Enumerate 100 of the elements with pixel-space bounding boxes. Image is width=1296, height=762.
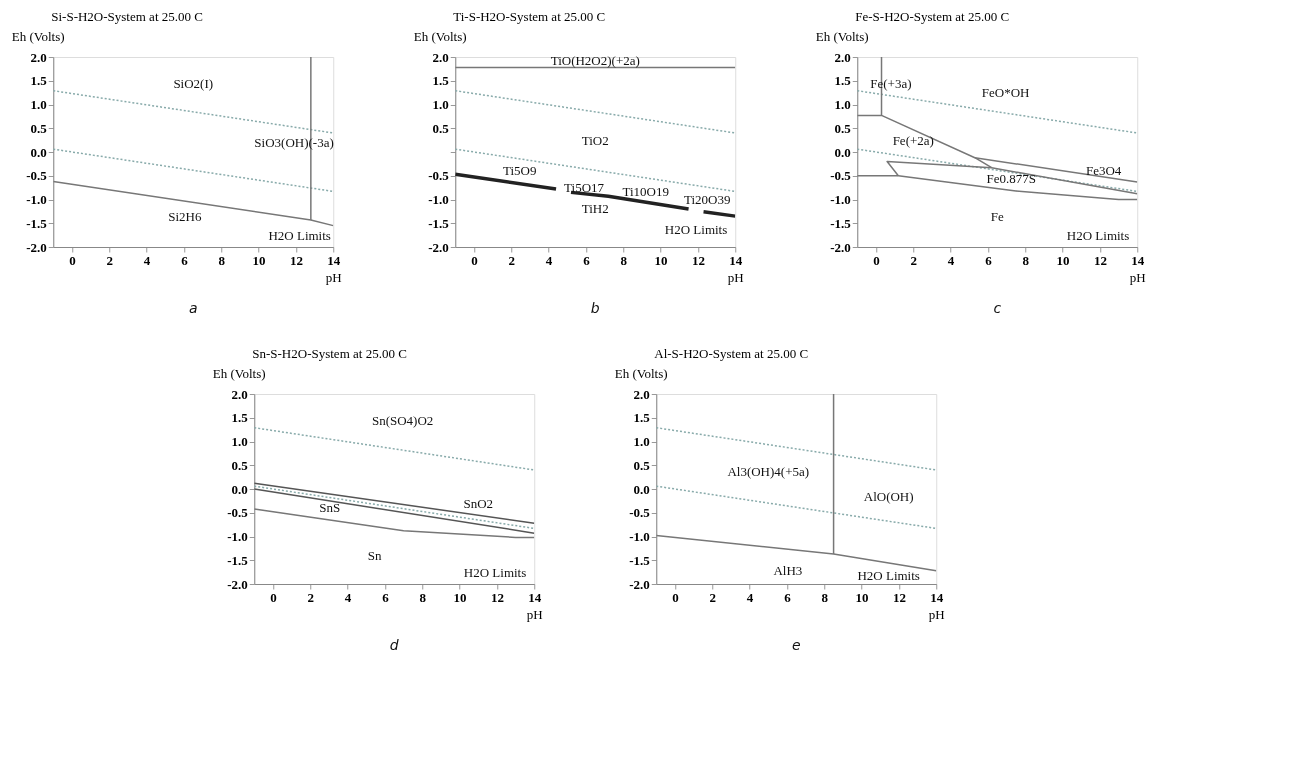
y-tick-label: 1.0 <box>633 434 650 449</box>
y-tick-label: -1.5 <box>26 215 48 231</box>
y-tick-label: -2.0 <box>227 576 248 592</box>
y-tick-label: 1.5 <box>633 410 651 426</box>
chart-title: Al-S-H2O-System at 25.00 C <box>654 346 809 361</box>
annotation: H2O Limits <box>463 564 527 580</box>
x-tick-label: 14 <box>729 252 743 268</box>
x-axis-title: pH <box>928 606 945 622</box>
y-tick-label: -2.0 <box>629 576 650 592</box>
y-tick-label: 1.5 <box>834 73 852 89</box>
x-tick-label: 4 <box>143 252 151 268</box>
annotation: Ti20O39 <box>684 191 731 207</box>
x-tick-label: 2 <box>508 252 515 268</box>
annotation: Fe0.877S <box>986 170 1036 186</box>
x-tick-label: 12 <box>691 252 705 268</box>
y-tick-label: 0.5 <box>633 457 651 473</box>
y-tick-label: -2.0 <box>830 239 851 255</box>
y-tick-label: 0.0 <box>633 481 650 497</box>
y-tick-label: 2.0 <box>231 386 248 402</box>
text: a <box>188 300 198 316</box>
x-tick-label: 8 <box>620 252 628 268</box>
x-tick-label: 4 <box>344 589 352 605</box>
y-tick-label: 1.0 <box>30 97 47 112</box>
y-tick-label: -2.0 <box>428 239 449 255</box>
x-tick-label: 8 <box>218 252 226 268</box>
annotation: SnO2 <box>463 496 494 512</box>
chart-title: Ti-S-H2O-System at 25.00 C <box>453 9 606 24</box>
y-tick-label: 1.0 <box>432 97 449 112</box>
x-tick-label: 10 <box>1056 252 1070 268</box>
x-axis-title: pH <box>727 269 744 285</box>
x-tick-label: 2 <box>709 589 716 605</box>
annotation: AlH3 <box>773 562 803 578</box>
y-tick-label: -0.5 <box>428 168 450 184</box>
x-tick-label: 6 <box>382 589 390 605</box>
annotation: H2O Limits <box>1066 227 1130 243</box>
annotation: Fe <box>990 208 1004 224</box>
y-tick-label: 0.5 <box>834 120 852 136</box>
annotation: Fe(+2a) <box>892 132 934 148</box>
annotation: TiH2 <box>581 201 609 216</box>
x-tick-label: 14 <box>327 252 341 268</box>
y-tick-label: 2.0 <box>30 49 47 65</box>
y-axis-title: Eh (Volts) <box>413 28 467 44</box>
x-tick-label: 2 <box>307 589 314 605</box>
annotation: Ti10O19 <box>622 183 669 199</box>
annotation: Al3(OH)4(+5a) <box>727 463 810 479</box>
y-tick-label: -1.0 <box>830 192 851 207</box>
y-tick-label: 0.0 <box>231 481 248 497</box>
y-tick-label: -1.0 <box>428 192 449 207</box>
x-tick-label: 6 <box>181 252 189 268</box>
x-tick-label: 14 <box>528 589 542 605</box>
x-tick-label: 6 <box>784 589 792 605</box>
annotation: H2O Limits <box>857 568 920 584</box>
x-tick-label: 4 <box>545 252 553 268</box>
annotation: FeO*OH <box>981 85 1030 101</box>
y-axis-title: Eh (Volts) <box>11 28 65 44</box>
x-tick-label: 2 <box>910 252 917 268</box>
chart-title: Si-S-H2O-System at 25.00 C <box>51 9 203 24</box>
y-tick-label: -1.0 <box>26 192 47 207</box>
y-tick-label: -1.5 <box>428 215 450 231</box>
y-tick-label: 0.0 <box>834 144 851 160</box>
annotation: Ti5O9 <box>502 163 537 178</box>
x-tick-label: 8 <box>821 589 829 605</box>
y-tick-label: -1.5 <box>629 552 651 568</box>
x-tick-label: 8 <box>419 589 427 605</box>
annotation: SiO3(OH)(-3a) <box>254 134 334 150</box>
x-tick-label: 14 <box>930 589 944 605</box>
y-tick-label: -1.0 <box>629 529 650 544</box>
y-tick-label: 1.0 <box>834 97 851 112</box>
chart-title: Fe-S-H2O-System at 25.00 C <box>855 9 1010 24</box>
y-tick-label: -0.5 <box>26 168 48 184</box>
x-tick-label: 12 <box>289 252 303 268</box>
y-axis-title: Eh (Volts) <box>614 365 668 381</box>
x-tick-label: 6 <box>985 252 993 268</box>
y-tick-label: 2.0 <box>432 49 449 65</box>
annotation: SiO2(I) <box>173 75 214 91</box>
x-tick-label: 0 <box>672 589 679 605</box>
x-axis-title: pH <box>325 269 342 285</box>
y-tick-label: 0.5 <box>30 120 48 136</box>
annotation: SnS <box>319 500 341 515</box>
annotation: Sn <box>367 547 383 563</box>
chart-title: Sn-S-H2O-System at 25.00 C <box>252 346 407 361</box>
annotation: AlO(OH) <box>863 488 914 504</box>
x-axis-title: pH <box>1129 269 1146 285</box>
text: b <box>590 300 600 316</box>
y-tick-label: -1.5 <box>227 552 249 568</box>
annotation: Si2H6 <box>168 208 202 224</box>
x-axis-title: pH <box>526 606 543 622</box>
x-tick-label: 0 <box>69 252 76 268</box>
y-axis-title: Eh (Volts) <box>815 28 869 44</box>
x-tick-label: 0 <box>471 252 478 268</box>
annotation: Fe3O4 <box>1085 163 1122 178</box>
y-tick-label: 2.0 <box>633 386 650 402</box>
x-tick-label: 4 <box>746 589 754 605</box>
x-tick-label: 10 <box>453 589 467 605</box>
y-tick-label: 0.5 <box>432 120 450 136</box>
y-tick-label: 0.5 <box>231 457 249 473</box>
x-tick-label: 10 <box>252 252 266 268</box>
x-tick-label: 4 <box>947 252 955 268</box>
x-tick-label: 14 <box>1131 252 1145 268</box>
y-tick-label: 2.0 <box>834 49 851 65</box>
